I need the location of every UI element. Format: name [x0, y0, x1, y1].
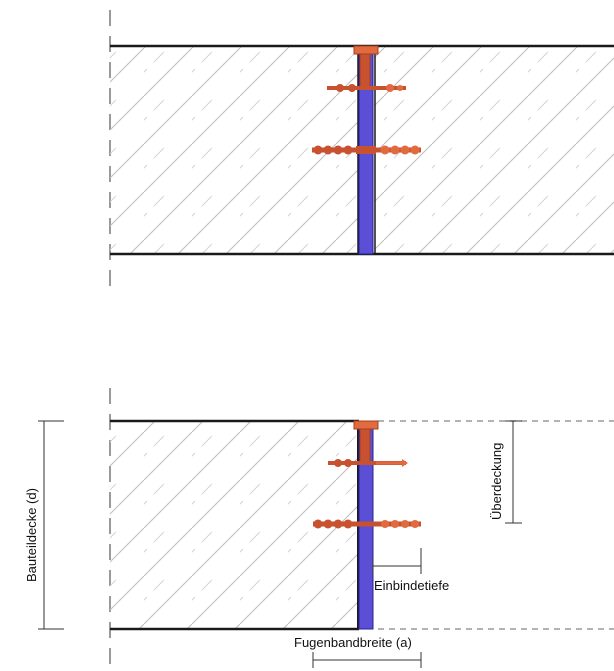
label-component-thickness: Bauteildecke (d) — [24, 488, 39, 582]
label-cover: Überdeckung — [489, 443, 504, 520]
dimension-embedment-depth: Einbindetiefe — [372, 548, 449, 593]
bottom-waterstop-cap — [353, 420, 379, 430]
label-embedment-depth: Einbindetiefe — [374, 578, 449, 593]
label-waterstop-width: Fugenbandbreite (a) — [294, 635, 412, 650]
bottom-short-anchor — [328, 459, 408, 467]
top-waterstop-cap — [353, 45, 379, 55]
dimension-cover: Überdeckung — [489, 420, 522, 524]
top-waterstop-stem — [359, 53, 371, 89]
dimension-waterstop-width: Fugenbandbreite (a) — [294, 635, 422, 668]
dimension-component-thickness: Bauteildecke (d) — [24, 420, 64, 630]
bottom-detail: Bauteildecke (d) Überdeckung Einbindetie… — [24, 388, 614, 671]
bottom-long-anchor — [313, 519, 421, 529]
top-detail — [109, 10, 614, 290]
top-short-anchor — [327, 84, 406, 92]
bottom-waterstop-stem — [359, 428, 371, 464]
top-long-anchor — [312, 145, 421, 155]
